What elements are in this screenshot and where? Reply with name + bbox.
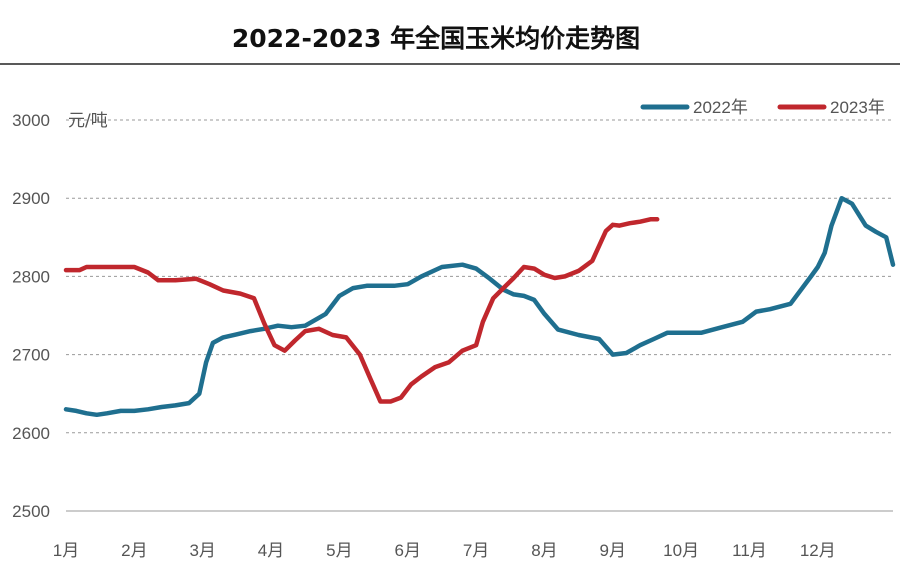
legend-label: 2023年 bbox=[830, 98, 885, 117]
x-tick-label: 10月 bbox=[663, 541, 699, 560]
x-tick-label: 5月 bbox=[326, 541, 352, 560]
x-tick-label: 1月 bbox=[53, 541, 79, 560]
legend: 2022年 2023年 bbox=[640, 98, 885, 117]
legend-label: 2022年 bbox=[693, 98, 748, 117]
y-unit-label: 元/吨 bbox=[68, 111, 108, 131]
y-tick-label: 2500 bbox=[12, 502, 50, 521]
series-lines bbox=[63, 195, 896, 418]
x-tick-label: 11月 bbox=[732, 541, 767, 560]
series-line-2023年 bbox=[63, 217, 660, 404]
y-tick-label: 3000 bbox=[12, 111, 50, 130]
gridlines bbox=[66, 119, 893, 434]
x-tick-label: 6月 bbox=[395, 541, 421, 560]
x-tick-label: 4月 bbox=[258, 541, 284, 560]
chart-title: 2022-2023 年全国玉米均价走势图 bbox=[232, 24, 640, 53]
x-tick-label: 8月 bbox=[531, 541, 557, 560]
x-tick-label: 7月 bbox=[463, 541, 489, 560]
x-tick-labels: 1月 2月 3月 4月 5月 6月 7月 8月 9月 10月 11月 12月 bbox=[53, 541, 836, 560]
x-tick-label: 3月 bbox=[189, 541, 215, 560]
y-tick-label: 2600 bbox=[12, 424, 50, 443]
y-tick-label: 2800 bbox=[12, 267, 50, 286]
y-tick-label: 2900 bbox=[12, 189, 50, 208]
y-tick-labels: 2500 2600 2700 2800 2900 3000 bbox=[12, 111, 50, 521]
y-tick-label: 2700 bbox=[12, 346, 50, 365]
x-tick-label: 12月 bbox=[800, 541, 836, 560]
x-tick-label: 2月 bbox=[121, 541, 147, 560]
x-tick-label: 9月 bbox=[600, 541, 626, 560]
series-line-2022年 bbox=[63, 195, 896, 418]
